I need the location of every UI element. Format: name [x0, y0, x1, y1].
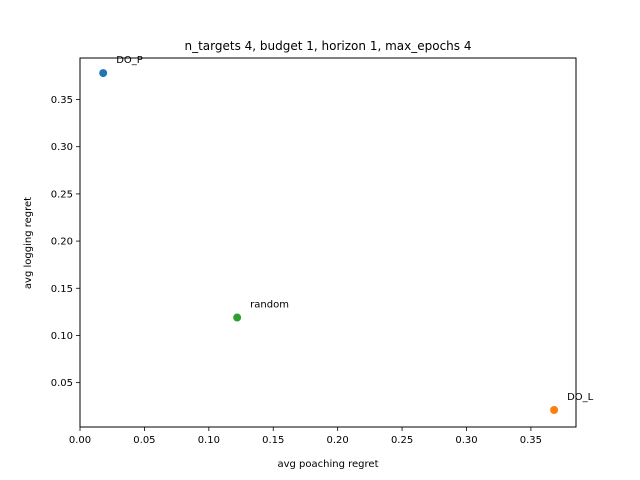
y-tick-label: 0.35 — [51, 95, 73, 106]
x-tick-label: 0.05 — [133, 435, 155, 446]
x-tick-label: 0.00 — [69, 435, 91, 446]
x-tick-label: 0.20 — [327, 435, 349, 446]
x-axis-label: avg poaching regret — [277, 459, 378, 470]
y-tick-label: 0.25 — [51, 189, 73, 200]
x-tick-label: 0.10 — [198, 435, 220, 446]
data-point-do-p — [99, 69, 108, 78]
point-label: DO_P — [116, 55, 143, 66]
y-tick-label: 0.15 — [51, 284, 73, 295]
y-axis-ticks: 0.05 0.10 0.15 0.20 0.25 0.30 0.35 — [51, 95, 80, 389]
point-label: DO_L — [567, 392, 594, 403]
plot-frame — [79, 57, 577, 428]
chart-title: n_targets 4, budget 1, horizon 1, max_ep… — [185, 39, 472, 53]
scatter-points — [99, 69, 559, 415]
y-axis-label: avg logging regret — [23, 197, 34, 289]
x-axis-ticks: 0.00 0.05 0.10 0.15 0.20 0.25 0.30 0.35 — [69, 427, 542, 446]
y-tick-label: 0.20 — [51, 237, 73, 248]
data-point-random — [233, 313, 242, 322]
point-label: random — [250, 300, 289, 311]
y-tick-label: 0.05 — [51, 378, 73, 389]
x-tick-label: 0.15 — [262, 435, 284, 446]
x-tick-label: 0.25 — [391, 435, 413, 446]
y-tick-label: 0.10 — [51, 331, 73, 342]
x-tick-label: 0.35 — [520, 435, 542, 446]
data-point-do-l — [550, 406, 559, 415]
point-annotations: DO_P DO_L random — [116, 55, 593, 403]
y-tick-label: 0.30 — [51, 142, 73, 153]
x-tick-label: 0.30 — [455, 435, 477, 446]
